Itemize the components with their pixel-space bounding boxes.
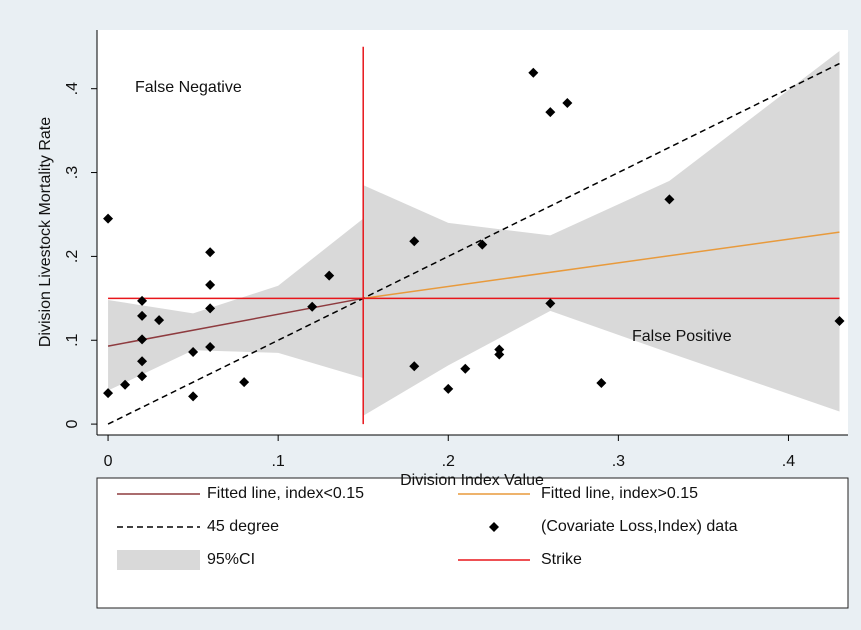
data-point: [324, 270, 335, 281]
legend-swatch: [489, 522, 499, 532]
data-point: [188, 346, 199, 357]
line: [107, 62, 840, 425]
legend-label: Strike: [541, 551, 582, 568]
y-tick-label: .1: [64, 333, 81, 346]
x-tick-label: 0: [104, 453, 113, 470]
data-point: [205, 279, 216, 290]
data-point: [443, 383, 454, 394]
y-tick-label: .2: [64, 250, 81, 263]
data-point: [596, 378, 607, 389]
data-point: [307, 301, 318, 312]
annotation: False Positive: [632, 328, 732, 345]
x-tick-label: .4: [782, 453, 795, 470]
x-tick-label: .2: [442, 453, 455, 470]
legend-label: 95%CI: [207, 551, 255, 568]
data-point: [205, 247, 216, 258]
data-point: [664, 194, 675, 205]
line: [108, 46, 840, 425]
data-point: [154, 315, 165, 326]
data-point: [205, 341, 216, 352]
legend-label: Fitted line, index<0.15: [207, 485, 364, 502]
data-point: [409, 361, 420, 372]
y-tick-label: .3: [64, 166, 81, 179]
legend-box: [96, 477, 849, 609]
data-point: [477, 239, 488, 250]
data-point: [409, 236, 420, 247]
data-point: [103, 388, 114, 399]
data-point: [494, 344, 505, 355]
ci-band: [108, 50, 840, 416]
legend-label: Fitted line, index>0.15: [541, 485, 698, 502]
data-point: [494, 349, 505, 360]
data-point: [460, 363, 471, 374]
data-point: [188, 391, 199, 402]
y-axis-title: Division Livestock Mortality Rate: [37, 117, 54, 347]
annotation: False Negative: [135, 79, 242, 96]
data-point: [562, 97, 573, 108]
data-point: [834, 315, 845, 326]
data-point: [545, 107, 556, 118]
legend-swatch: [117, 550, 200, 570]
data-point: [137, 371, 148, 382]
legend-label: (Covariate Loss,Index) data: [541, 518, 738, 535]
data-point: [545, 298, 556, 309]
data-point: [239, 377, 250, 388]
x-tick-label: .3: [612, 453, 625, 470]
y-tick-label: .4: [64, 82, 81, 95]
data-point: [137, 334, 148, 345]
data-point: [103, 213, 114, 224]
x-axis-title: Division Index Value: [400, 472, 544, 489]
line: [363, 231, 840, 300]
data-point: [528, 67, 539, 78]
x-tick-label: .1: [271, 453, 284, 470]
data-point: [120, 379, 131, 390]
y-tick-label: 0: [64, 420, 81, 429]
data-point: [137, 310, 148, 321]
line: [107, 297, 364, 347]
data-point: [137, 295, 148, 306]
data-point: [205, 303, 216, 314]
data-point: [137, 356, 148, 367]
legend-label: 45 degree: [207, 518, 279, 535]
